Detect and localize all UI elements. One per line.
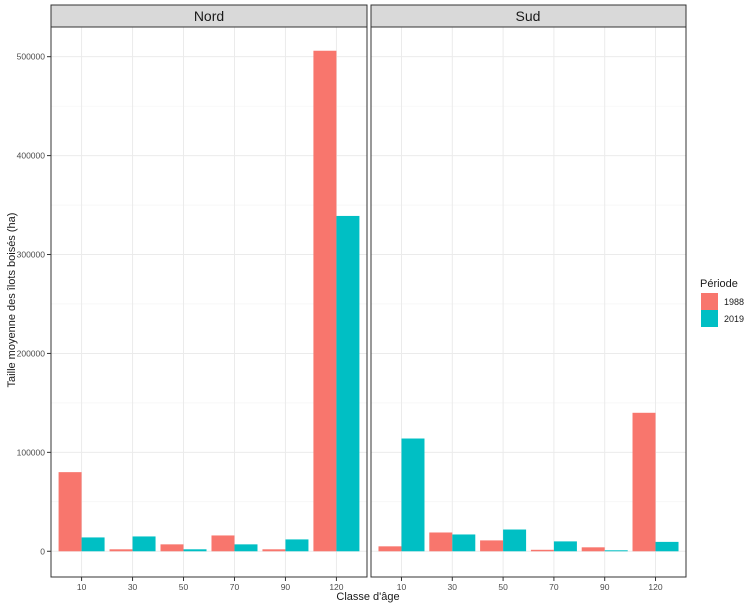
x-tick-label-sud-70: 70 (549, 582, 559, 592)
x-axis-title: Classe d'âge (336, 591, 399, 603)
bar-sud-1988-10 (378, 546, 402, 552)
bar-nord-2019-90 (285, 539, 309, 552)
x-tick-label-nord-90: 90 (281, 582, 291, 592)
bar-nord-1988-30 (109, 549, 133, 552)
bar-sud-1988-50 (480, 540, 504, 552)
legend-swatch-2019 (701, 310, 718, 327)
bar-sud-2019-50 (503, 529, 527, 552)
x-tick-label-sud-50: 50 (498, 582, 508, 592)
panel-border (370, 26, 687, 578)
bar-nord-2019-70 (234, 544, 258, 552)
bar-nord-2019-50 (183, 549, 207, 552)
x-tick-label-nord-50: 50 (179, 582, 189, 592)
bar-sud-1988-120 (632, 412, 656, 552)
legend-label-1988: 1988 (724, 297, 744, 307)
y-tick-label: 300000 (17, 250, 46, 260)
bar-sud-1988-30 (429, 532, 453, 552)
x-tick-label-sud-90: 90 (600, 582, 610, 592)
y-tick-label: 500000 (17, 52, 46, 62)
panel-sud: 10 30 50 70 90 120 (370, 26, 687, 592)
x-tick-label-nord-70: 70 (230, 582, 240, 592)
x-tick-label-nord-10: 10 (77, 582, 87, 592)
facet-label-nord: Nord (194, 8, 224, 24)
bar-sud-2019-30 (452, 534, 476, 552)
bar-nord-2019-10 (81, 537, 105, 552)
bar-sud-1988-90 (581, 547, 605, 552)
bar-nord-1988-50 (160, 544, 184, 552)
bar-sud-2019-120 (655, 541, 679, 552)
x-tick-label-nord-30: 30 (128, 582, 138, 592)
x-tick-label-sud-30: 30 (448, 582, 458, 592)
legend-label-2019: 2019 (724, 314, 744, 324)
bar-nord-1988-120 (313, 50, 337, 552)
bar-sud-2019-70 (553, 541, 577, 552)
panel-border (50, 26, 368, 578)
y-axis: 0 100000 200000 300000 400000 500000 (17, 52, 51, 556)
x-tick-label-nord-120: 120 (329, 582, 343, 592)
legend-swatch-1988 (701, 293, 718, 310)
y-tick-label: 0 (40, 546, 45, 556)
bar-nord-2019-30 (132, 536, 156, 552)
facet-label-sud: Sud (516, 8, 541, 24)
y-tick-label: 400000 (17, 151, 46, 161)
y-tick-label: 100000 (17, 447, 46, 457)
bar-nord-1988-10 (58, 472, 82, 552)
bar-nord-1988-90 (262, 549, 286, 552)
bar-sud-1988-70 (530, 549, 554, 552)
x-tick-label-sud-10: 10 (397, 582, 407, 592)
legend-title: Période (700, 278, 738, 290)
x-tick-label-sud-120: 120 (648, 582, 662, 592)
bar-nord-2019-120 (336, 215, 360, 552)
y-tick-label: 200000 (17, 348, 46, 358)
panel-nord: 10 30 50 70 90 120 (50, 26, 368, 592)
bar-nord-1988-70 (211, 535, 235, 552)
bar-sud-2019-90 (604, 550, 628, 552)
legend: Période 1988 2019 (700, 278, 744, 327)
y-axis-title: Taille moyenne des îlots boisés (ha) (6, 213, 18, 388)
bar-sud-2019-10 (401, 438, 425, 552)
